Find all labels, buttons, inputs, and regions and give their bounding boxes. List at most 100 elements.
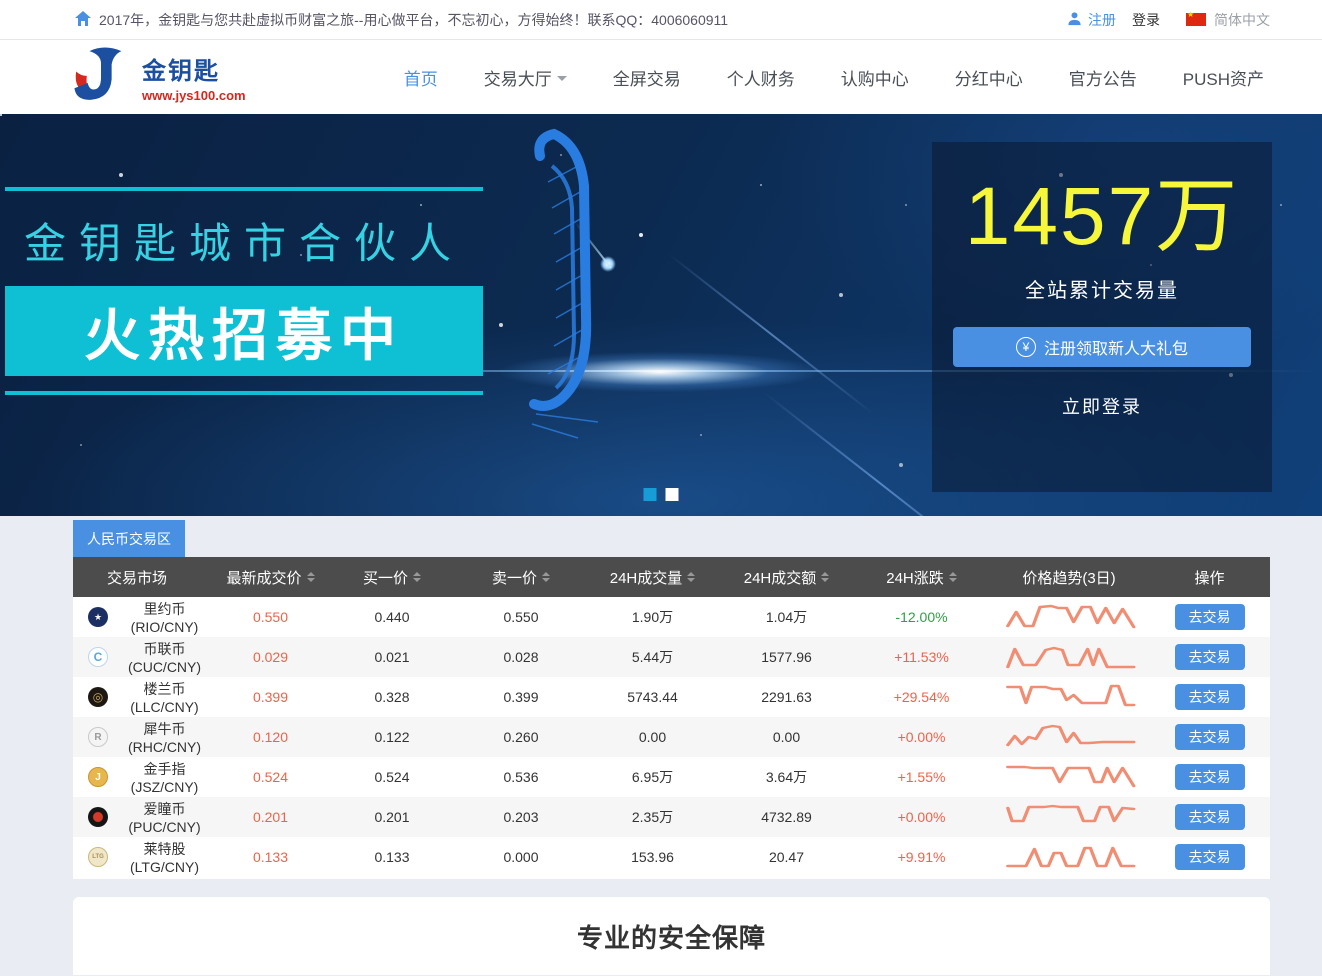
- cell-market[interactable]: ◎ 楼兰币(LLC/CNY): [73, 679, 213, 715]
- nav-item-5[interactable]: 分红中心: [955, 65, 1023, 90]
- column-header[interactable]: 买一价: [328, 567, 456, 588]
- security-section: 专业的安全保障: [73, 897, 1270, 975]
- cell-market[interactable]: J 金手指(JSZ/CNY): [73, 759, 213, 795]
- cell-sell-price: 0.536: [503, 769, 539, 785]
- nav-item-7[interactable]: PUSH资产: [1183, 65, 1264, 90]
- market-table-card: 交易市场 最新成交价 买一价 卖一价 24H成交量 24H成交额 24H涨跌 价…: [73, 557, 1270, 879]
- nav-item-1[interactable]: 交易大厅: [484, 65, 567, 90]
- register-gift-label: 注册领取新人大礼包: [1043, 341, 1188, 358]
- login-link[interactable]: 登录: [1132, 11, 1160, 28]
- sort-icon[interactable]: [948, 572, 957, 582]
- cell-buy-price: 0.328: [374, 689, 410, 705]
- carousel-dot-2[interactable]: [665, 488, 679, 501]
- user-icon: [1067, 11, 1082, 29]
- coin-icon-cuc: C: [88, 647, 108, 667]
- tab-cny-market[interactable]: 人民币交易区: [73, 520, 185, 557]
- sparkline-chart: [1006, 604, 1136, 628]
- cell-change-24h: -12.00%: [895, 609, 948, 625]
- table-row: C 币联币(CUC/CNY) 0.029 0.021 0.028 5.44万 1…: [73, 637, 1270, 677]
- market-section: 人民币交易区 交易市场 最新成交价 买一价 卖一价 24H成交量 24H成交额 …: [73, 520, 1270, 879]
- coin-icon-ltg: LTG: [88, 847, 108, 867]
- coin-icon-llc: ◎: [88, 687, 108, 707]
- cell-last-price: 0.201: [252, 809, 289, 825]
- column-header[interactable]: 卖一价: [456, 567, 586, 588]
- cell-price-trend: [989, 800, 1149, 835]
- nav-item-label: 首页: [403, 69, 438, 89]
- coin-name: 犀牛币(RHC/CNY): [127, 721, 202, 755]
- go-trade-button[interactable]: 去交易: [1174, 644, 1245, 670]
- cell-price-trend: [989, 840, 1149, 875]
- cell-sell-price: 0.203: [503, 809, 539, 825]
- cell-market[interactable]: 爱瞳币(PUC/CNY): [73, 799, 213, 835]
- cell-sell-price: 0.550: [503, 609, 539, 625]
- cell-last-price: 0.133: [252, 849, 289, 865]
- sort-icon[interactable]: [821, 572, 830, 582]
- column-header[interactable]: 操作: [1194, 569, 1225, 587]
- cell-market[interactable]: LTG 莱特股(LTG/CNY): [73, 839, 213, 875]
- cell-sell-price: 0.260: [503, 729, 539, 745]
- total-volume-label: 全站累计交易量: [1025, 280, 1179, 302]
- cell-buy-price: 0.201: [374, 809, 410, 825]
- go-trade-button[interactable]: 去交易: [1174, 684, 1245, 710]
- go-trade-button[interactable]: 去交易: [1174, 724, 1245, 750]
- cell-turnover-24h: 0.00: [772, 729, 801, 745]
- slogan-box: 火热招募中: [5, 286, 483, 376]
- sort-icon[interactable]: [306, 572, 315, 582]
- column-header[interactable]: 24H涨跌: [854, 567, 989, 588]
- nav-item-label: 官方公告: [1068, 69, 1137, 89]
- table-header: 交易市场 最新成交价 买一价 卖一价 24H成交量 24H成交额 24H涨跌 价…: [73, 557, 1270, 597]
- nav-item-2[interactable]: 全屏交易: [613, 65, 681, 90]
- hero-banner: 金钥匙城市合伙人 火热招募中 1457万 全站累计交易量 ¥ 注册领取新人大礼包…: [0, 114, 1322, 516]
- slogan-line2: 火热招募中: [84, 303, 404, 367]
- carousel-dots: [643, 488, 679, 501]
- go-trade-button[interactable]: 去交易: [1174, 804, 1245, 830]
- language-selector[interactable]: 简体中文: [1214, 11, 1270, 28]
- column-header[interactable]: 24H成交量: [586, 567, 719, 588]
- nav-item-home[interactable]: 首页: [404, 65, 438, 90]
- cell-market[interactable]: R 犀牛币(RHC/CNY): [73, 719, 213, 755]
- register-gift-button[interactable]: ¥ 注册领取新人大礼包: [953, 327, 1251, 367]
- nav-item-label: 个人财务: [726, 69, 795, 89]
- coin-icon-puc: [88, 807, 108, 827]
- table-row: ◎ 楼兰币(LLC/CNY) 0.399 0.328 0.399 5743.44…: [73, 677, 1270, 717]
- star-field: [0, 114, 2, 116]
- coin-name: 里约币(RIO/CNY): [130, 601, 199, 635]
- nav-item-4[interactable]: 认购中心: [841, 65, 909, 90]
- column-header[interactable]: 交易市场: [107, 569, 168, 587]
- sort-icon[interactable]: [542, 572, 550, 582]
- register-link[interactable]: 注册: [1088, 11, 1116, 28]
- cell-market[interactable]: ★ 里约币(RIO/CNY): [73, 599, 213, 635]
- cell-buy-price: 0.440: [374, 609, 410, 625]
- go-trade-button[interactable]: 去交易: [1174, 604, 1245, 630]
- site-logo[interactable]: 金钥匙 www.jys100.com: [70, 46, 246, 109]
- coin-name: 莱特股(LTG/CNY): [130, 841, 199, 875]
- cell-last-price: 0.399: [252, 689, 289, 705]
- sparkline-chart: [1006, 646, 1136, 668]
- nav-item-3[interactable]: 个人财务: [727, 65, 795, 90]
- column-header[interactable]: 最新成交价: [213, 567, 328, 588]
- go-trade-button[interactable]: 去交易: [1174, 764, 1245, 790]
- carousel-dot-1[interactable]: [643, 488, 657, 501]
- cell-change-24h: +29.54%: [893, 689, 950, 705]
- slogan-divider-top: [5, 187, 483, 191]
- sort-icon[interactable]: [413, 572, 421, 582]
- column-header[interactable]: 价格趋势(3日): [1022, 569, 1116, 587]
- cell-volume-24h: 153.96: [631, 849, 674, 865]
- column-header[interactable]: 24H成交额: [719, 567, 854, 588]
- cell-action: 去交易: [1149, 604, 1270, 630]
- nav-menu: 首页 交易大厅 全屏交易 个人财务 认购中心 分红中心 官方公告 PUSH资产: [404, 65, 1264, 90]
- sort-icon[interactable]: [687, 572, 696, 582]
- cell-price-trend: [989, 760, 1149, 795]
- coin-name: 楼兰币(LLC/CNY): [130, 681, 199, 715]
- go-trade-button[interactable]: 去交易: [1174, 844, 1245, 870]
- cell-change-24h: +9.91%: [897, 849, 946, 865]
- cell-change-24h: +0.00%: [897, 729, 946, 745]
- cell-market[interactable]: C 币联币(CUC/CNY): [73, 639, 213, 675]
- login-now-link[interactable]: 立即登录: [1062, 397, 1142, 417]
- sparkline-chart: [1006, 846, 1136, 867]
- cell-action: 去交易: [1149, 644, 1270, 670]
- stats-panel: 1457万 全站累计交易量 ¥ 注册领取新人大礼包 立即登录: [932, 142, 1272, 492]
- cell-action: 去交易: [1149, 684, 1270, 710]
- cell-action: 去交易: [1149, 844, 1270, 870]
- nav-item-6[interactable]: 官方公告: [1069, 65, 1137, 90]
